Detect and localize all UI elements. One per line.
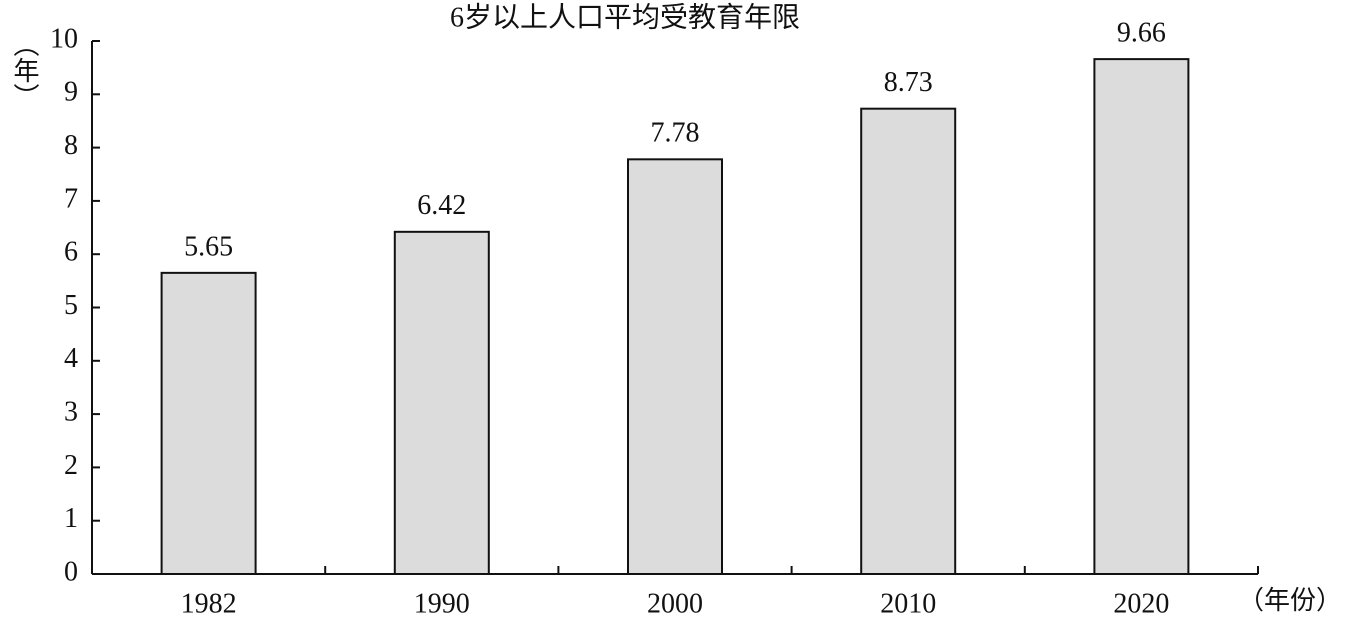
- data-label: 5.65: [184, 231, 233, 262]
- x-tick-label: 2010: [880, 588, 936, 619]
- data-label: 8.73: [884, 67, 933, 98]
- y-tick-label: 10: [50, 23, 78, 54]
- bar: [160, 271, 257, 575]
- y-tick-label: 7: [64, 183, 78, 214]
- y-tick-label: 1: [64, 503, 78, 534]
- y-tick-label: 4: [64, 343, 78, 374]
- bar: [393, 230, 490, 575]
- x-tick-label: 1990: [414, 588, 470, 619]
- data-label: 7.78: [651, 118, 700, 149]
- x-tick-label: 2020: [1113, 588, 1169, 619]
- x-axis-label: （年份）: [1238, 586, 1342, 615]
- bar: [1093, 58, 1190, 575]
- y-tick-label: 6: [64, 237, 78, 268]
- y-tick-label: 8: [64, 130, 78, 161]
- data-label: 9.66: [1117, 18, 1166, 49]
- y-tick-label: 9: [64, 77, 78, 108]
- x-tick-label: 1982: [181, 588, 237, 619]
- bar: [860, 107, 957, 575]
- y-axis-label: （年）: [10, 31, 39, 109]
- y-tick-label: 5: [64, 290, 78, 321]
- chart-title: 6岁以上人口平均受教育年限: [450, 1, 800, 33]
- y-tick-label: 0: [64, 556, 78, 587]
- data-label: 6.42: [417, 190, 466, 221]
- bar: [627, 158, 723, 576]
- x-tick-label: 2000: [647, 588, 703, 619]
- y-tick-label: 2: [64, 450, 78, 481]
- y-tick-label: 3: [64, 397, 78, 428]
